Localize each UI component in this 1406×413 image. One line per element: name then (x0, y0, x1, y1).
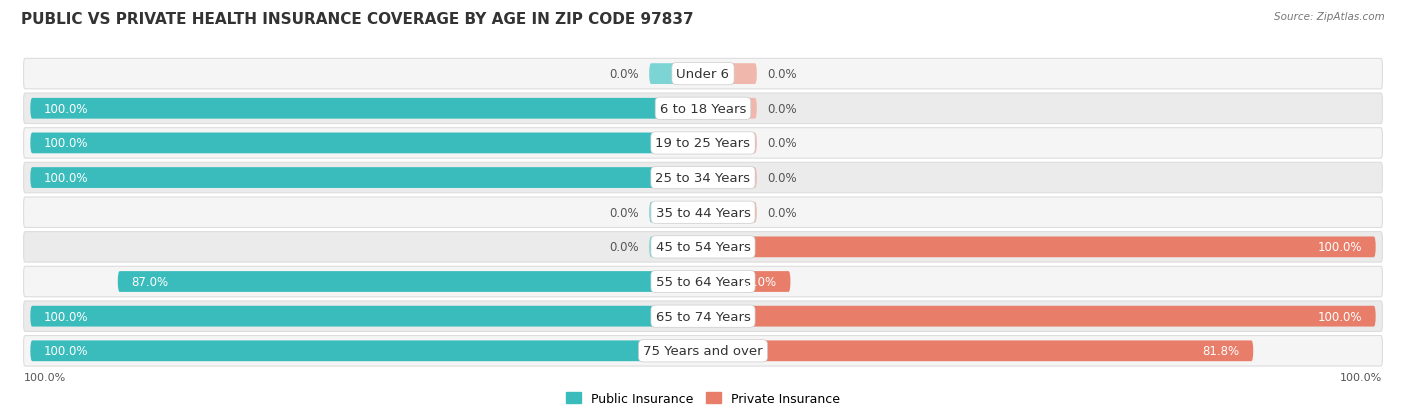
Legend: Public Insurance, Private Insurance: Public Insurance, Private Insurance (561, 387, 845, 410)
FancyBboxPatch shape (31, 306, 703, 327)
Text: 0.0%: 0.0% (766, 102, 797, 116)
Text: 13.0%: 13.0% (740, 275, 778, 288)
Text: PUBLIC VS PRIVATE HEALTH INSURANCE COVERAGE BY AGE IN ZIP CODE 97837: PUBLIC VS PRIVATE HEALTH INSURANCE COVER… (21, 12, 693, 27)
Text: 75 Years and over: 75 Years and over (643, 344, 763, 357)
Text: 100.0%: 100.0% (44, 137, 89, 150)
FancyBboxPatch shape (703, 271, 790, 292)
FancyBboxPatch shape (703, 341, 1253, 361)
Text: 100.0%: 100.0% (44, 344, 89, 357)
Text: 100.0%: 100.0% (1317, 241, 1362, 254)
Text: 0.0%: 0.0% (766, 206, 797, 219)
Text: 35 to 44 Years: 35 to 44 Years (655, 206, 751, 219)
FancyBboxPatch shape (24, 59, 1382, 90)
Text: 6 to 18 Years: 6 to 18 Years (659, 102, 747, 116)
Text: 0.0%: 0.0% (609, 68, 640, 81)
Text: 0.0%: 0.0% (609, 206, 640, 219)
FancyBboxPatch shape (24, 163, 1382, 193)
Text: 100.0%: 100.0% (44, 172, 89, 185)
FancyBboxPatch shape (31, 99, 703, 119)
FancyBboxPatch shape (31, 168, 703, 188)
FancyBboxPatch shape (703, 133, 756, 154)
FancyBboxPatch shape (24, 197, 1382, 228)
FancyBboxPatch shape (650, 237, 703, 258)
FancyBboxPatch shape (650, 64, 703, 85)
Text: 87.0%: 87.0% (131, 275, 169, 288)
FancyBboxPatch shape (31, 341, 703, 361)
Text: 100.0%: 100.0% (24, 372, 66, 382)
Text: 100.0%: 100.0% (44, 102, 89, 116)
FancyBboxPatch shape (703, 202, 756, 223)
FancyBboxPatch shape (703, 237, 1375, 258)
FancyBboxPatch shape (24, 94, 1382, 124)
FancyBboxPatch shape (24, 336, 1382, 366)
FancyBboxPatch shape (24, 301, 1382, 332)
FancyBboxPatch shape (24, 267, 1382, 297)
Text: 19 to 25 Years: 19 to 25 Years (655, 137, 751, 150)
Text: 0.0%: 0.0% (766, 172, 797, 185)
FancyBboxPatch shape (703, 168, 756, 188)
Text: 25 to 34 Years: 25 to 34 Years (655, 172, 751, 185)
Text: 0.0%: 0.0% (766, 68, 797, 81)
Text: 55 to 64 Years: 55 to 64 Years (655, 275, 751, 288)
FancyBboxPatch shape (703, 64, 756, 85)
Text: 81.8%: 81.8% (1202, 344, 1240, 357)
Text: 100.0%: 100.0% (1317, 310, 1362, 323)
Text: 100.0%: 100.0% (44, 310, 89, 323)
Text: 65 to 74 Years: 65 to 74 Years (655, 310, 751, 323)
FancyBboxPatch shape (24, 232, 1382, 263)
Text: Under 6: Under 6 (676, 68, 730, 81)
Text: 100.0%: 100.0% (1340, 372, 1382, 382)
Text: 0.0%: 0.0% (766, 137, 797, 150)
FancyBboxPatch shape (118, 271, 703, 292)
FancyBboxPatch shape (703, 99, 756, 119)
FancyBboxPatch shape (650, 202, 703, 223)
FancyBboxPatch shape (703, 306, 1375, 327)
FancyBboxPatch shape (24, 128, 1382, 159)
Text: 45 to 54 Years: 45 to 54 Years (655, 241, 751, 254)
Text: 0.0%: 0.0% (609, 241, 640, 254)
FancyBboxPatch shape (31, 133, 703, 154)
Text: Source: ZipAtlas.com: Source: ZipAtlas.com (1274, 12, 1385, 22)
